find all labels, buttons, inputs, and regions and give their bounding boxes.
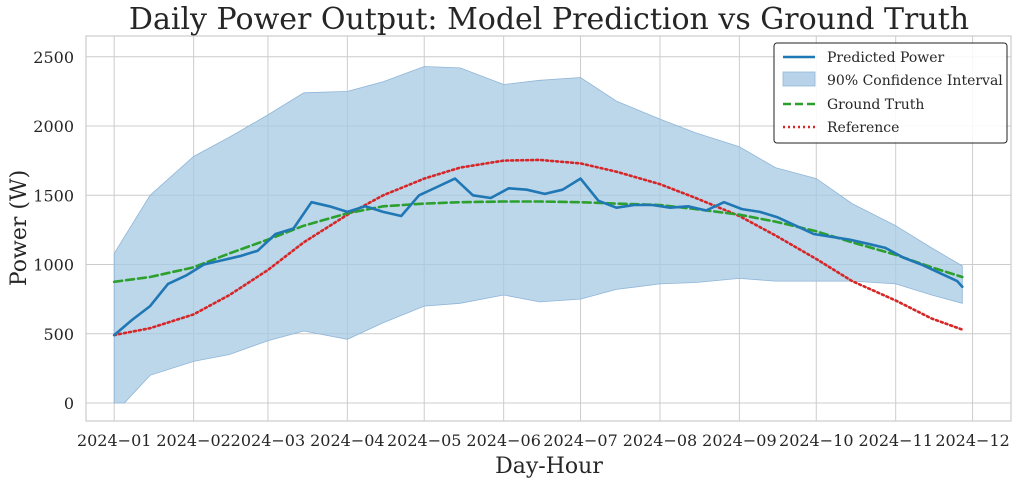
- x-tick-label: 2024−09: [702, 431, 776, 450]
- chart-title: Daily Power Output: Model Prediction vs …: [129, 2, 969, 37]
- y-tick-label: 1000: [33, 256, 74, 275]
- plot-frame: [85, 35, 1012, 422]
- x-tick-label: 2024−05: [387, 431, 461, 450]
- x-tick-label: 2024−02: [156, 431, 230, 450]
- x-tick-label: 2024−11: [858, 431, 932, 450]
- x-tick-label: 2024−10: [779, 431, 853, 450]
- reference-line: [112, 158, 964, 337]
- series-layer: [112, 158, 964, 337]
- confidence-interval-layer: [113, 66, 963, 404]
- x-tick-label: 2024−03: [231, 431, 305, 450]
- confidence-interval-band: [113, 66, 963, 404]
- y-tick-label: 0: [64, 394, 74, 413]
- x-tick-label: 2024−07: [543, 431, 617, 450]
- legend: Predicted Power 90% Confidence Interval …: [773, 42, 1008, 144]
- y-tick-label: 2500: [33, 48, 74, 67]
- y-tick-labels: 0 500 1000 1500 2000 2500: [33, 48, 74, 413]
- legend-label-ground-truth: Ground Truth: [827, 97, 924, 113]
- legend-box: [773, 42, 1008, 144]
- y-axis-label: Power (W): [7, 170, 32, 286]
- legend-label-reference: Reference: [827, 120, 899, 136]
- legend-swatch-ci: [782, 71, 816, 87]
- y-tick-label: 1500: [33, 186, 74, 205]
- legend-label-ci: 90% Confidence Interval: [827, 73, 1003, 89]
- x-axis-label: Day-Hour: [495, 454, 603, 479]
- x-tick-label: 2024−06: [466, 431, 540, 450]
- y-tick-label: 2000: [33, 117, 74, 136]
- legend-label-predicted: Predicted Power: [827, 50, 945, 66]
- x-tick-label: 2024−04: [310, 431, 384, 450]
- x-tick-label: 2024−01: [77, 431, 151, 450]
- predicted-power-line: [112, 177, 964, 337]
- y-tick-label: 500: [43, 325, 74, 344]
- x-tick-label: 2024−12: [935, 431, 1009, 450]
- x-tick-label: 2024−08: [623, 431, 697, 450]
- x-tick-labels: 2024−01 2024−02 2024−03 2024−04 2024−05 2024−…: [77, 431, 1010, 450]
